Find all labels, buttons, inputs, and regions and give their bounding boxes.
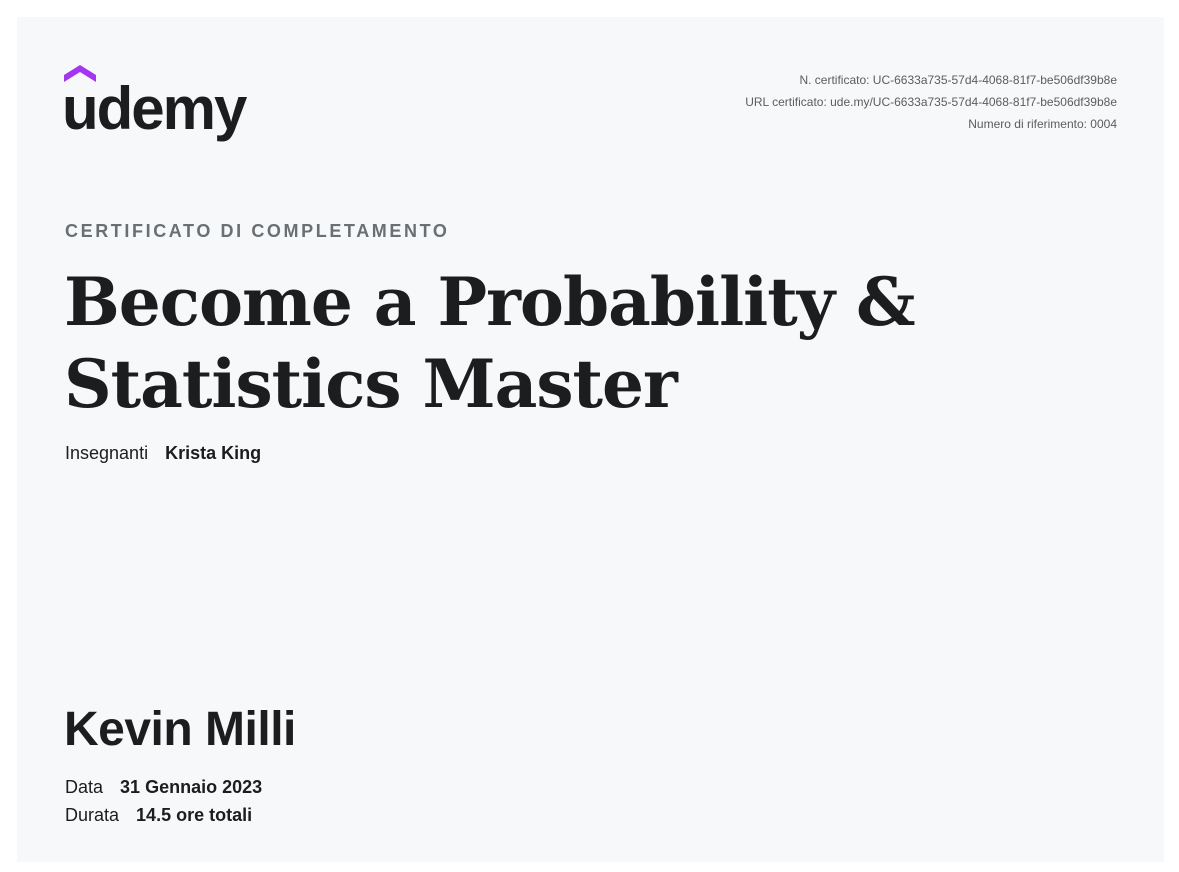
course-title-line-2: Statistics Master: [64, 345, 678, 423]
certificate-meta: N. certificato: UC-6633a735-57d4-4068-81…: [745, 69, 1117, 135]
date-row: Data 31 Gennaio 2023: [65, 777, 262, 798]
date-label: Data: [65, 777, 104, 797]
duration-row: Durata 14.5 ore totali: [65, 805, 252, 826]
certificate-url: URL certificato: ude.my/UC-6633a735-57d4…: [745, 95, 1117, 109]
course-title-line-1: Become a Probability &: [64, 263, 916, 341]
course-title: Become a Probability & Statistics Master: [64, 261, 964, 425]
certificate-type-label: CERTIFICATO DI COMPLETAMENTO: [65, 221, 450, 241]
udemy-logo-icon: [64, 65, 96, 82]
student-name: Kevin Milli: [64, 703, 296, 756]
instructor-label: Insegnanti: [65, 443, 149, 463]
certificate-card: udemy N. certificato: UC-6633a735-57d4-4…: [17, 17, 1164, 862]
instructor-name: Krista King: [165, 443, 262, 463]
reference-number: Numero di riferimento: 0004: [968, 117, 1117, 131]
date-value: 31 Gennaio 2023: [120, 777, 263, 797]
logo-wordmark: udemy: [62, 75, 247, 142]
certificate-number: N. certificato: UC-6633a735-57d4-4068-81…: [799, 73, 1117, 87]
instructor-row: Insegnanti Krista King: [65, 443, 261, 464]
duration-value: 14.5 ore totali: [136, 805, 253, 825]
duration-label: Durata: [65, 805, 120, 825]
udemy-logo: udemy: [62, 65, 264, 145]
